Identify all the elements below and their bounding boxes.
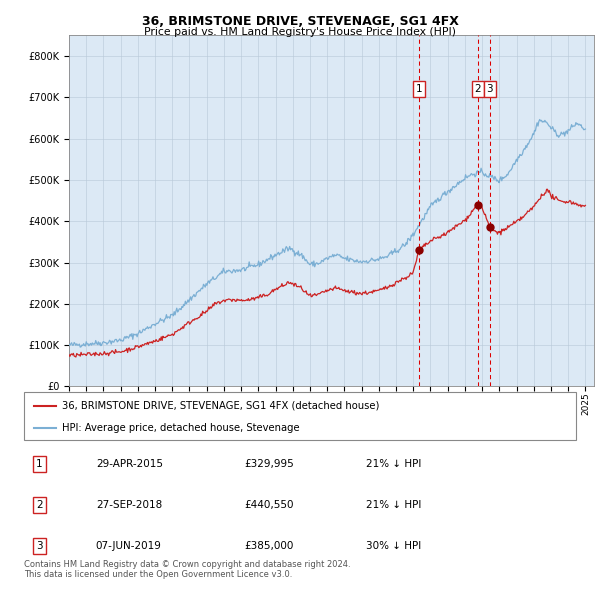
Text: 2: 2 [475, 84, 481, 94]
Text: 21% ↓ HPI: 21% ↓ HPI [366, 459, 422, 468]
Text: £329,995: £329,995 [245, 459, 295, 468]
Text: 29-APR-2015: 29-APR-2015 [96, 459, 163, 468]
Text: 3: 3 [36, 542, 43, 551]
Text: 1: 1 [36, 459, 43, 468]
Text: 1: 1 [416, 84, 422, 94]
FancyBboxPatch shape [24, 392, 576, 440]
Text: 30% ↓ HPI: 30% ↓ HPI [366, 542, 421, 551]
Text: 3: 3 [487, 84, 493, 94]
Text: 27-SEP-2018: 27-SEP-2018 [96, 500, 162, 510]
Text: £440,550: £440,550 [245, 500, 295, 510]
Text: 07-JUN-2019: 07-JUN-2019 [96, 542, 161, 551]
Text: Price paid vs. HM Land Registry's House Price Index (HPI): Price paid vs. HM Land Registry's House … [144, 27, 456, 37]
Text: HPI: Average price, detached house, Stevenage: HPI: Average price, detached house, Stev… [62, 423, 299, 433]
Text: Contains HM Land Registry data © Crown copyright and database right 2024.
This d: Contains HM Land Registry data © Crown c… [24, 560, 350, 579]
Text: 2: 2 [36, 500, 43, 510]
Text: £385,000: £385,000 [245, 542, 294, 551]
Text: 21% ↓ HPI: 21% ↓ HPI [366, 500, 422, 510]
Text: 36, BRIMSTONE DRIVE, STEVENAGE, SG1 4FX: 36, BRIMSTONE DRIVE, STEVENAGE, SG1 4FX [142, 15, 458, 28]
Text: 36, BRIMSTONE DRIVE, STEVENAGE, SG1 4FX (detached house): 36, BRIMSTONE DRIVE, STEVENAGE, SG1 4FX … [62, 401, 379, 411]
